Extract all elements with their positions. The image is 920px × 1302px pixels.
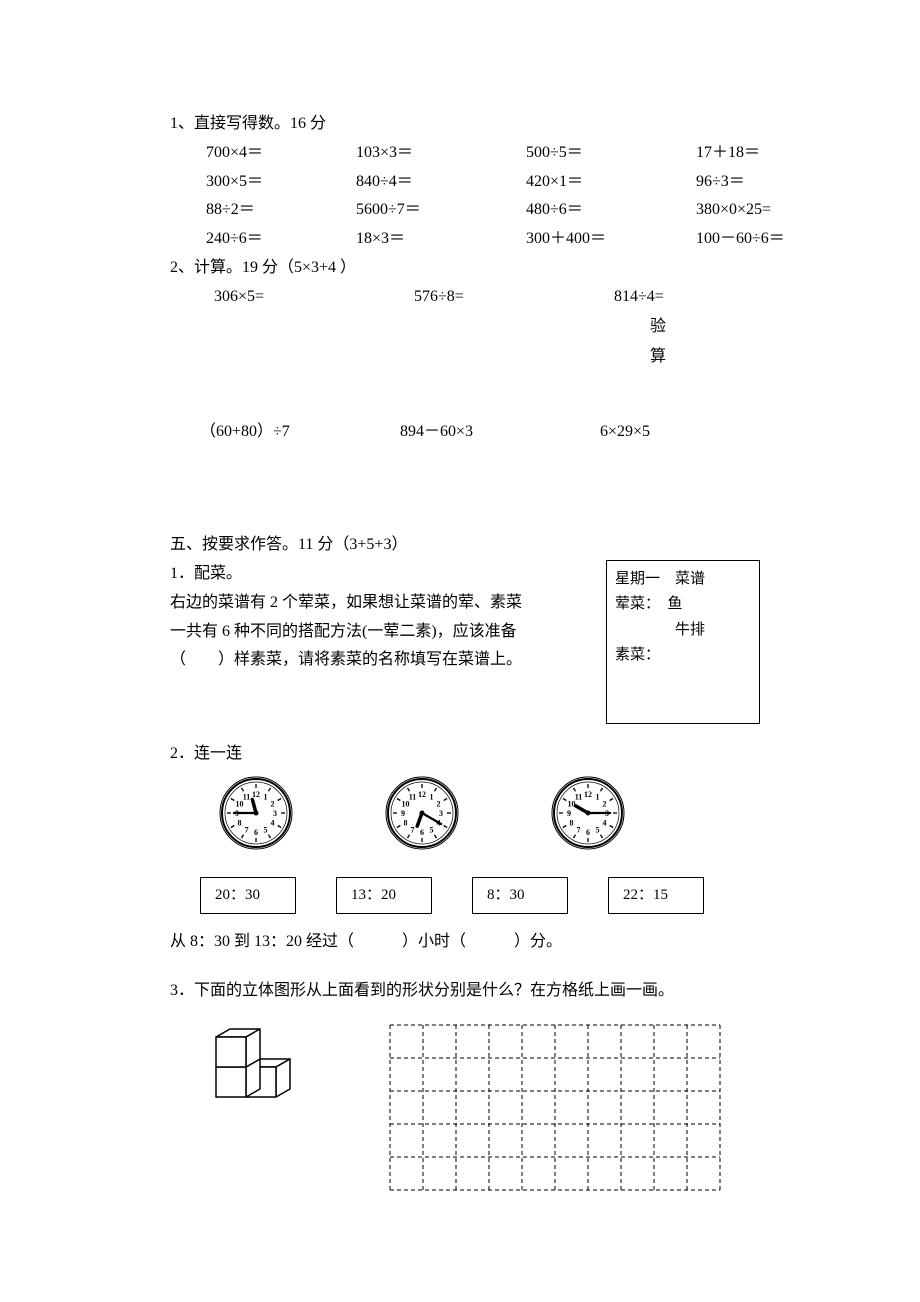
cell: 814÷4=: [614, 283, 664, 312]
s5-q1-l2: 一共有 6 种不同的搭配方法(一荤二素)，应该准备: [170, 618, 580, 647]
dashed-grid: [386, 1021, 726, 1196]
cell: 380×0×25=: [696, 196, 771, 225]
clocks-row: 123456789101112 123456789101112 12345678…: [170, 775, 760, 851]
q1-row-2: 88÷2＝ 5600÷7＝ 480÷6＝ 380×0×25=: [206, 196, 760, 225]
svg-text:9: 9: [567, 809, 571, 818]
s5-q2-fill: 从 8：30 到 13：20 经过（ ）小时（ ）分。: [170, 928, 760, 957]
svg-text:3: 3: [439, 809, 443, 818]
q1-row-3: 240÷6＝ 18×3＝ 300＋400＝ 100－60÷6＝: [206, 225, 760, 254]
cell: （60+80）÷7: [200, 418, 400, 447]
cell: 576÷8=: [414, 283, 614, 312]
times-row: 20：30 13：20 8：30 22：15: [170, 877, 760, 914]
cell: 240÷6＝: [206, 225, 356, 254]
menu-l3: 牛排: [615, 618, 751, 644]
cell: 96÷3＝: [696, 168, 745, 197]
menu-l2: 荤菜： 鱼: [615, 592, 751, 618]
menu-l4: 素菜：: [615, 643, 751, 669]
time-box: 13：20: [336, 877, 432, 914]
cell: 480÷6＝: [526, 196, 696, 225]
cell: 306×5=: [214, 283, 414, 312]
svg-text:7: 7: [245, 825, 249, 834]
s5-q3-label: 3．下面的立体图形从上面看到的形状分别是什么？在方格纸上画一画。: [170, 977, 760, 1006]
s5-q1-l3: （ ）样素菜，请将素菜的名称填写在菜谱上。: [170, 646, 580, 675]
svg-text:11: 11: [575, 792, 583, 801]
q2-title: 2、计算。19 分（5×3+4 ）: [170, 254, 760, 283]
svg-text:1: 1: [430, 792, 434, 801]
svg-text:6: 6: [586, 828, 590, 837]
svg-text:9: 9: [401, 809, 405, 818]
svg-text:5: 5: [430, 825, 434, 834]
svg-text:8: 8: [404, 818, 408, 827]
svg-text:11: 11: [243, 792, 251, 801]
cell: 300＋400＝: [526, 225, 696, 254]
cell: 17＋18＝: [696, 139, 760, 168]
cell: 103×3＝: [356, 139, 526, 168]
q2-row2: （60+80）÷7 894－60×3 6×29×5: [170, 418, 760, 447]
cell: 420×1＝: [526, 168, 696, 197]
cell: 18×3＝: [356, 225, 526, 254]
svg-text:6: 6: [420, 828, 424, 837]
s5-q1-label: 1．配菜。: [170, 560, 580, 589]
svg-text:2: 2: [270, 799, 274, 808]
menu-l1: 星期一 菜谱: [615, 567, 751, 593]
svg-text:4: 4: [270, 818, 274, 827]
svg-text:12: 12: [418, 790, 426, 799]
cell: 300×5＝: [206, 168, 356, 197]
cell: 100－60÷6＝: [696, 225, 785, 254]
svg-text:6: 6: [254, 828, 258, 837]
time-box: 20：30: [200, 877, 296, 914]
s5-q2-label: 2．连一连: [170, 740, 760, 769]
cube-figure-icon: [206, 1021, 306, 1107]
svg-text:7: 7: [577, 825, 581, 834]
cell: 88÷2＝: [206, 196, 356, 225]
verify-label: 验 算: [650, 312, 760, 373]
q1-title: 1、直接写得数。16 分: [170, 110, 760, 139]
clock-icon: 123456789101112: [384, 775, 460, 851]
clock-icon: 123456789101112: [550, 775, 626, 851]
cell: 700×4＝: [206, 139, 356, 168]
cell: 894－60×3: [400, 418, 600, 447]
cell: 840÷4＝: [356, 168, 526, 197]
svg-text:12: 12: [252, 790, 260, 799]
time-box: 22：15: [608, 877, 704, 914]
cell: 6×29×5: [600, 418, 650, 447]
time-box: 8：30: [472, 877, 568, 914]
cell: 500÷5＝: [526, 139, 696, 168]
q1-row-1: 300×5＝ 840÷4＝ 420×1＝ 96÷3＝: [206, 168, 760, 197]
verify-2: 算: [650, 342, 760, 372]
clock-icon: 123456789101112: [218, 775, 294, 851]
svg-text:1: 1: [596, 792, 600, 801]
svg-text:4: 4: [602, 818, 606, 827]
svg-text:2: 2: [436, 799, 440, 808]
menu-box: 星期一 菜谱 荤菜： 鱼 牛排 素菜：: [606, 560, 760, 724]
svg-text:5: 5: [264, 825, 268, 834]
svg-text:3: 3: [273, 809, 277, 818]
s5-title: 五、按要求作答。11 分（3+5+3）: [170, 531, 760, 560]
s5-q1-l1: 右边的菜谱有 2 个荤菜，如果想让菜谱的荤、素菜: [170, 589, 580, 618]
svg-text:8: 8: [238, 818, 242, 827]
svg-text:7: 7: [411, 825, 415, 834]
svg-text:11: 11: [409, 792, 417, 801]
svg-text:12: 12: [584, 790, 592, 799]
q2-row1: 306×5= 576÷8= 814÷4=: [170, 283, 760, 312]
svg-text:2: 2: [602, 799, 606, 808]
svg-text:1: 1: [264, 792, 268, 801]
q1-row-0: 700×4＝ 103×3＝ 500÷5＝ 17＋18＝: [206, 139, 760, 168]
svg-text:5: 5: [596, 825, 600, 834]
svg-text:8: 8: [570, 818, 574, 827]
verify-1: 验: [650, 312, 760, 342]
cell: 5600÷7＝: [356, 196, 526, 225]
